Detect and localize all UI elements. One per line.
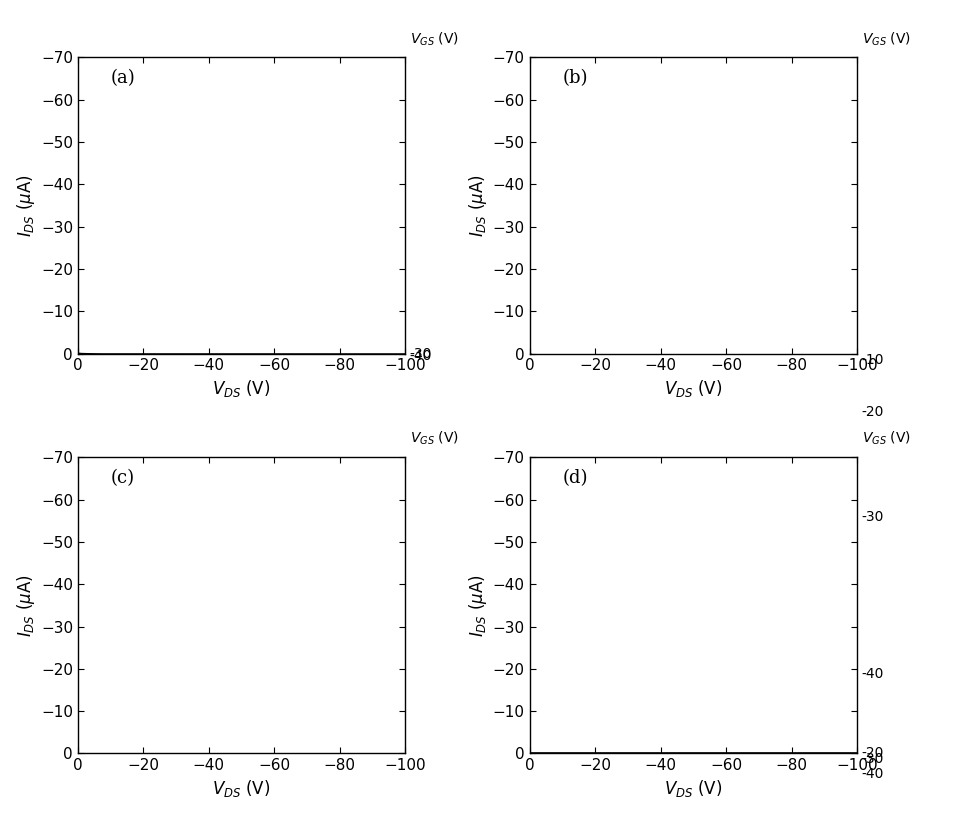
Y-axis label: $I_{DS}$ ($\mu$A): $I_{DS}$ ($\mu$A) <box>467 174 489 237</box>
X-axis label: $V_{DS}$ (V): $V_{DS}$ (V) <box>212 777 271 799</box>
Text: -30: -30 <box>861 510 883 524</box>
Text: $V_{GS}$ (V): $V_{GS}$ (V) <box>862 430 911 447</box>
Text: $V_{GS}$ (V): $V_{GS}$ (V) <box>862 30 911 48</box>
X-axis label: $V_{DS}$ (V): $V_{DS}$ (V) <box>212 378 271 399</box>
Y-axis label: $I_{DS}$ ($\mu$A): $I_{DS}$ ($\mu$A) <box>15 174 37 237</box>
Text: -10: -10 <box>861 353 883 367</box>
Text: -30: -30 <box>861 752 883 766</box>
Text: $V_{GS}$ (V): $V_{GS}$ (V) <box>410 430 460 447</box>
X-axis label: $V_{DS}$ (V): $V_{DS}$ (V) <box>664 378 723 399</box>
Text: -40: -40 <box>861 667 883 681</box>
Y-axis label: $I_{DS}$ ($\mu$A): $I_{DS}$ ($\mu$A) <box>467 574 489 636</box>
Text: $V_{GS}$ (V): $V_{GS}$ (V) <box>410 30 460 48</box>
Text: (d): (d) <box>562 469 588 487</box>
Text: -30: -30 <box>409 347 431 361</box>
Y-axis label: $I_{DS}$ ($\mu$A): $I_{DS}$ ($\mu$A) <box>15 574 37 636</box>
Text: (a): (a) <box>111 69 135 87</box>
Text: -20: -20 <box>861 405 883 419</box>
Text: -20: -20 <box>861 746 883 761</box>
Text: -40: -40 <box>861 767 883 781</box>
Text: (c): (c) <box>111 469 134 487</box>
Text: -40: -40 <box>409 349 431 363</box>
X-axis label: $V_{DS}$ (V): $V_{DS}$ (V) <box>664 777 723 799</box>
Text: (b): (b) <box>562 69 588 87</box>
